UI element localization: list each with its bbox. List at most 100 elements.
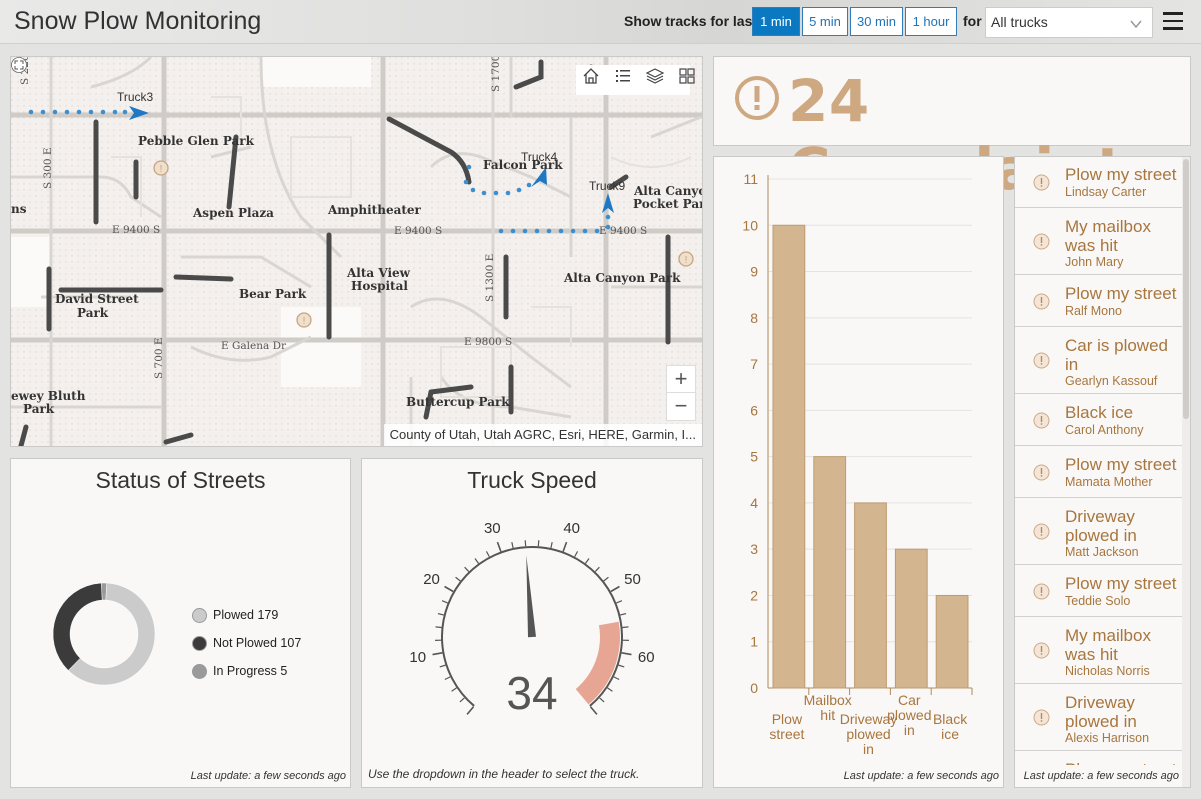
- map-street-label: E 9800 S: [464, 336, 512, 348]
- gauge-tick: [439, 664, 446, 668]
- map-label: Pebble Glen Park: [138, 134, 255, 148]
- gauge-tick-label: 20: [423, 571, 440, 588]
- x-tick-label: Driveway plowed in: [840, 711, 898, 757]
- donut-slice[interactable]: [67, 582, 156, 686]
- gauge-tick: [610, 585, 620, 593]
- truck3-arrow-icon[interactable]: [129, 106, 149, 120]
- complaint-author: Nicholas Norris: [1065, 664, 1150, 678]
- gauge-tick: [613, 676, 620, 681]
- gauge-tick: [435, 626, 442, 629]
- zoom-control: + −: [666, 365, 696, 421]
- legend-list-icon[interactable]: [612, 65, 634, 87]
- gauge-tick: [607, 687, 613, 692]
- map-canvas[interactable]: !!! Pebble Glen Park Falcon Park Alta Ca…: [11, 57, 703, 447]
- complaint-list-item[interactable]: Plow my street Teddie Solo: [1015, 566, 1183, 617]
- map-view[interactable]: !!! Pebble Glen Park Falcon Park Alta Ca…: [10, 56, 703, 447]
- time-30min-button[interactable]: 30 min: [850, 7, 903, 36]
- speed-gauge: 01020304050607034: [409, 520, 654, 717]
- svg-text:!: !: [303, 316, 306, 327]
- gauge-tick: [444, 676, 451, 681]
- complaint-list-item[interactable]: Plow my street Lindsay Carter: [1015, 157, 1183, 208]
- app-header: Snow Plow Monitoring Show tracks for las…: [0, 0, 1201, 44]
- home-icon[interactable]: [580, 65, 602, 87]
- gauge-tick: [621, 652, 632, 656]
- gauge-tick-label: 50: [624, 571, 641, 588]
- map-label: ns: [11, 202, 27, 216]
- truck4-label: Truck4: [521, 150, 558, 164]
- gauge-tick-label: 10: [409, 649, 426, 666]
- complaint-author: John Mary: [1065, 255, 1124, 269]
- map-street-label: S 1700 E: [490, 57, 502, 92]
- map-street-label: E 9400 S: [394, 225, 442, 237]
- complaint-list-item[interactable]: Car is plowed in Gearlyn Kassouf: [1015, 328, 1183, 394]
- map-complaint-marker[interactable]: [153, 160, 169, 176]
- complaint-author: Carol Anthony: [1065, 423, 1144, 437]
- truck-select-value: All trucks: [991, 14, 1048, 30]
- bar[interactable]: [813, 456, 847, 689]
- map-label: Alta Canyon Park: [563, 271, 681, 285]
- bar[interactable]: [935, 594, 969, 689]
- map-street-label: S 700 E: [153, 337, 165, 379]
- gauge-tick: [455, 576, 461, 582]
- time-1hour-button[interactable]: 1 hour: [905, 7, 957, 36]
- bar[interactable]: [854, 502, 887, 689]
- gauge-tick: [562, 541, 568, 552]
- truck9-arrow-icon[interactable]: [602, 193, 614, 213]
- map-label: Park: [23, 402, 55, 416]
- complaint-list-panel: Plow my street Lindsay Carter My mailbox w…: [1014, 156, 1191, 788]
- y-tick-label: 9: [750, 264, 758, 280]
- gauge-tick: [485, 551, 490, 557]
- complaint-title: My mailbox was hit: [1065, 626, 1151, 664]
- gauge-value: 34: [506, 667, 557, 717]
- complaint-list-item[interactable]: Plow my street Mamata Mother: [1015, 447, 1183, 498]
- complaint-count-panel: 24 Complaints: [713, 56, 1191, 203]
- hamburger-menu-icon[interactable]: [1163, 12, 1183, 30]
- complaint-title: Driveway plowed in: [1065, 507, 1137, 545]
- donut-slice[interactable]: [52, 582, 103, 671]
- gauge-tick: [589, 706, 598, 715]
- layers-icon[interactable]: [644, 65, 666, 87]
- complaint-list-item[interactable]: Driveway plowed in Alexis Harrison: [1015, 685, 1183, 751]
- bar[interactable]: [894, 548, 928, 689]
- y-tick-label: 4: [750, 495, 758, 511]
- time-1min-button[interactable]: 1 min: [752, 7, 800, 36]
- status-title: Status of Streets: [95, 467, 266, 493]
- zoom-out-button[interactable]: −: [674, 393, 688, 418]
- time-5min-button[interactable]: 5 min: [802, 7, 848, 36]
- x-tick-label: Plow street: [769, 711, 804, 742]
- bar[interactable]: [772, 224, 806, 689]
- list-scrollbar-thumb[interactable]: [1183, 159, 1189, 419]
- y-tick-label: 1: [750, 634, 758, 650]
- truck-select[interactable]: All trucks: [985, 7, 1153, 38]
- map-complaint-marker[interactable]: [678, 251, 694, 267]
- truck4-arrow-icon[interactable]: [531, 167, 547, 187]
- gauge-tick: [496, 541, 502, 552]
- complaint-list-item[interactable]: My mailbox was hit Nicholas Norris: [1015, 618, 1183, 684]
- gauge-tick: [466, 706, 475, 715]
- gauge-needle: [526, 555, 536, 638]
- list-scrollbar[interactable]: [1182, 157, 1190, 787]
- alert-circle-icon: [1033, 583, 1050, 600]
- map-complaint-marker[interactable]: [296, 312, 312, 328]
- map-label: Alta View: [346, 266, 411, 280]
- complaint-title: Driveway plowed in: [1065, 693, 1137, 731]
- complaint-list-item[interactable]: My mailbox was hit John Mary: [1015, 209, 1183, 275]
- gauge-tick: [585, 558, 590, 564]
- map-street-label: E Galena Dr: [221, 340, 287, 352]
- y-tick-label: 8: [750, 310, 758, 326]
- gauge-tick: [451, 687, 457, 692]
- status-donut-chart: [52, 582, 156, 686]
- gauge-tick: [550, 541, 553, 549]
- x-tick-label: Car plowed in: [887, 692, 931, 738]
- basemap-gallery-icon[interactable]: [676, 65, 698, 87]
- gauge-tick: [437, 612, 444, 616]
- expand-icon[interactable]: [11, 57, 27, 73]
- map-attribution[interactable]: County of Utah, Utah AGRC, Esri, HERE, G…: [383, 424, 702, 446]
- map-label: Aspen Plaza: [192, 206, 274, 220]
- y-tick-label: 7: [750, 356, 758, 372]
- complaint-list-item[interactable]: Driveway plowed in Matt Jackson: [1015, 499, 1183, 565]
- complaint-list-item[interactable]: Black ice Carol Anthony: [1015, 395, 1183, 446]
- zoom-in-button[interactable]: +: [667, 366, 695, 393]
- gauge-tick: [616, 600, 623, 604]
- complaint-list-item[interactable]: Plow my street Ralf Mono: [1015, 276, 1183, 327]
